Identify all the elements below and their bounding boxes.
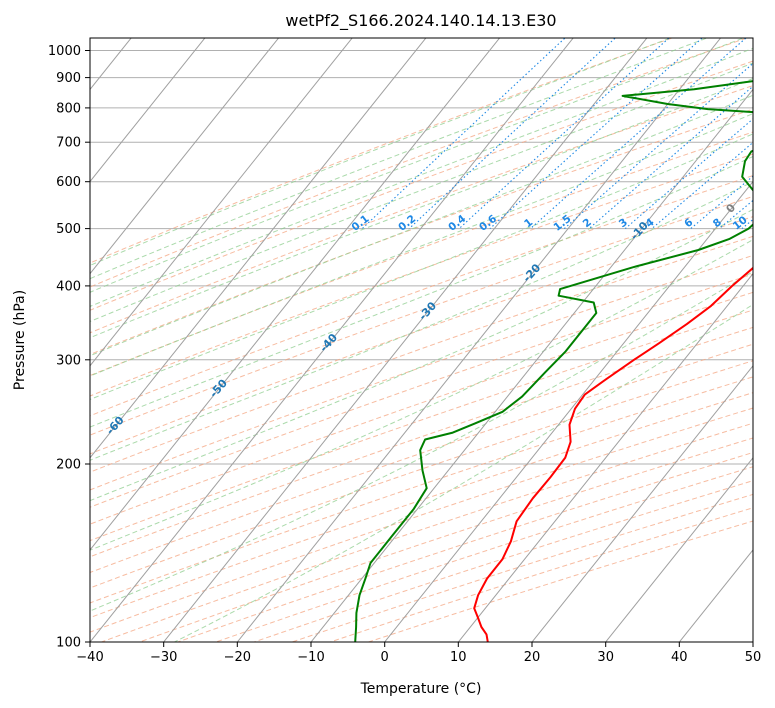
dry-adiabat-line — [90, 407, 753, 633]
temperature-line — [473, 266, 753, 642]
isotherm-line — [90, 38, 280, 275]
x-tick-label: −30 — [150, 650, 177, 665]
dry-adiabat-line — [176, 451, 753, 642]
isotherm-line — [90, 38, 501, 551]
x-tick-label: 50 — [745, 650, 762, 665]
dry-adiabat-line — [90, 175, 753, 417]
x-tick-label: 40 — [671, 650, 688, 665]
isotherm-line — [310, 88, 753, 642]
isotherm-line — [163, 38, 648, 642]
dry-adiabat-line — [138, 437, 753, 642]
isotherm-line — [531, 364, 753, 642]
moist-adiabat-line — [90, 47, 753, 307]
moist-adiabat-line — [90, 38, 709, 280]
isotherm-line — [384, 180, 753, 642]
x-tick-label: 0 — [381, 650, 389, 665]
plot-area: 0.10.20.40.611.52346810131620253036-100-… — [90, 38, 753, 642]
y-tick-label: 700 — [56, 136, 81, 151]
dry-adiabat-line — [90, 38, 674, 264]
moist-adiabat-line — [90, 62, 753, 323]
y-tick-label: 1000 — [48, 44, 81, 59]
moist-adiabat-line — [90, 38, 745, 293]
dry-adiabat-line — [90, 195, 753, 436]
dry-adiabat-line — [214, 466, 753, 642]
isotherm-line — [678, 549, 753, 642]
y-tick-label: 500 — [56, 222, 81, 237]
x-axis-label: Temperature (°C) — [360, 681, 482, 697]
axes-frame — [89, 37, 754, 643]
isotherm-line — [605, 457, 753, 642]
dry-adiabat-line — [90, 273, 753, 508]
y-tick-label: 800 — [56, 101, 81, 116]
moist-adiabat-line — [90, 38, 672, 266]
y-tick-label: 300 — [56, 353, 81, 368]
dry-adiabat-line — [90, 291, 753, 525]
dry-adiabat-line — [90, 235, 753, 473]
dry-adiabat-line — [90, 326, 753, 558]
y-tick-label: 900 — [56, 71, 81, 86]
x-tick-label: 10 — [450, 650, 467, 665]
mixing-ratio-line — [530, 38, 747, 230]
y-tick-label: 200 — [56, 458, 81, 473]
dry-adiabat-line — [290, 493, 753, 642]
dewpoint-line — [354, 80, 753, 642]
mixing-ratio-line — [408, 38, 617, 230]
x-tick-label: −20 — [224, 650, 251, 665]
dry-adiabat-line — [90, 38, 749, 288]
moist-adiabat-line — [90, 181, 753, 461]
chart-title: wetPf2_S166.2024.140.14.13.E30 — [285, 11, 556, 31]
x-tick-label: 30 — [597, 650, 614, 665]
dry-adiabat-line — [90, 60, 753, 311]
isotherm-line — [90, 38, 353, 367]
moist-adiabat-line — [90, 133, 753, 400]
y-tick-label: 600 — [56, 175, 81, 190]
dry-adiabat-line — [252, 480, 753, 642]
mixing-ratio-line — [563, 62, 753, 230]
isotherm-line — [90, 38, 427, 459]
dry-adiabat-line — [100, 422, 753, 642]
y-tick-label: 400 — [56, 279, 81, 294]
y-axis-label: Pressure (hPa) — [12, 290, 28, 390]
mixing-ratio-line — [690, 175, 753, 230]
moist-adiabat-line — [90, 94, 753, 357]
x-tick-label: −40 — [76, 650, 103, 665]
isotherm-line — [90, 38, 206, 183]
axes: −40 −30 −20 −10 0 10 20 30 40 50 100 200 300 400 500 60… — [48, 37, 762, 665]
dry-adiabat-line — [90, 360, 753, 589]
dry-adiabat-line — [90, 392, 753, 619]
dry-adiabat-line — [90, 376, 753, 604]
x-tick-label: 20 — [524, 650, 541, 665]
moist-adiabat-line — [173, 303, 753, 642]
isotherm-line — [236, 38, 722, 642]
isotherm-line — [457, 272, 753, 642]
mixing-ratio-line — [588, 85, 753, 230]
y-tick-label: 100 — [56, 636, 81, 651]
isotherm-line — [90, 38, 574, 642]
moist-adiabat-line — [90, 270, 753, 612]
x-tick-label: −10 — [297, 650, 324, 665]
